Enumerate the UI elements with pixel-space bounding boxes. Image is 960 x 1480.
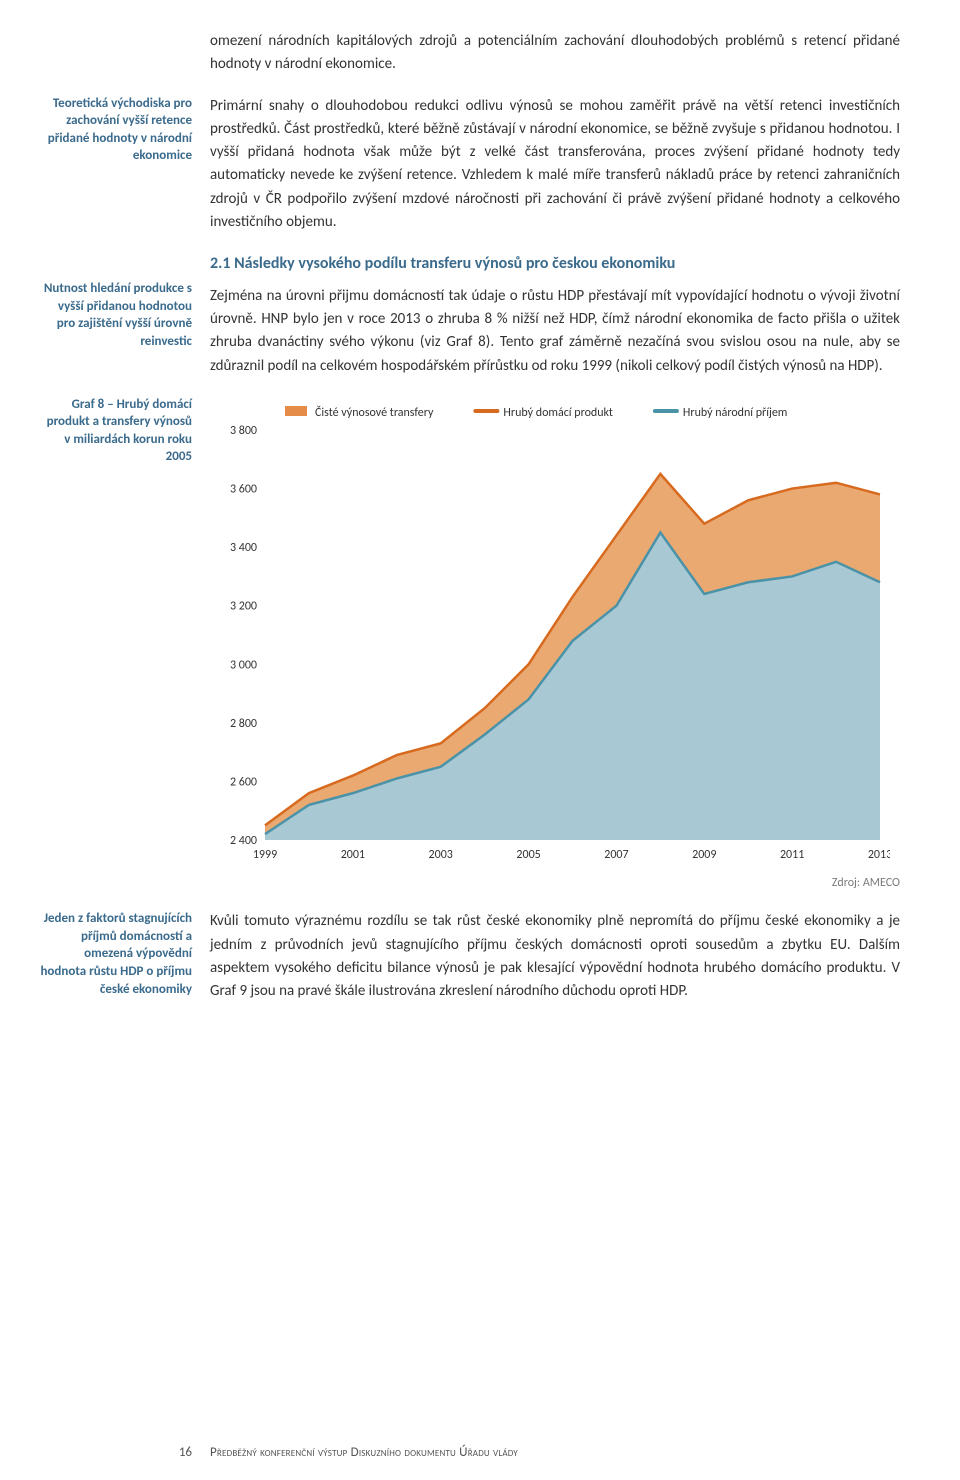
- paragraph-3: Kvůli tomuto výraznému rozdílu se tak rů…: [210, 910, 900, 1003]
- paragraph-2: Zejména na úrovni přijmu domácností tak …: [210, 285, 900, 378]
- svg-text:Čisté výnosové transfery: Čisté výnosové transfery: [315, 406, 434, 420]
- svg-text:2001: 2001: [341, 848, 365, 862]
- svg-text:3 200: 3 200: [230, 600, 257, 614]
- margin-note-2: Nutnost hledání produkce s vyšší přidano…: [40, 252, 210, 378]
- margin-note-3: Jeden z faktorů stagnujících příjmů domá…: [40, 910, 210, 1003]
- margin-note-1: Teoretická východiska pro zachování vyšš…: [40, 95, 210, 235]
- svg-text:2003: 2003: [429, 848, 453, 862]
- svg-text:3 800: 3 800: [230, 424, 257, 438]
- svg-text:1999: 1999: [253, 848, 277, 862]
- svg-text:Hrubý národní příjem: Hrubý národní příjem: [683, 406, 787, 420]
- chart-source: Zdroj: AMECO: [210, 874, 900, 893]
- section-title: 2.1 Následky vysokého podílu transferu v…: [210, 252, 900, 277]
- svg-text:Hrubý domácí produkt: Hrubý domácí produkt: [503, 406, 613, 420]
- gdp-transfers-chart: Čisté výnosové transfery Hrubý domácí pro…: [210, 400, 890, 870]
- svg-text:3 000: 3 000: [230, 658, 257, 672]
- svg-text:2011: 2011: [780, 848, 804, 862]
- svg-text:2007: 2007: [604, 848, 628, 862]
- svg-text:3 400: 3 400: [230, 541, 257, 555]
- svg-text:2 800: 2 800: [230, 717, 257, 731]
- svg-text:2005: 2005: [516, 848, 540, 862]
- svg-text:3 600: 3 600: [230, 482, 257, 496]
- intro-paragraph: omezení národních kapitálových zdrojů a …: [210, 30, 900, 77]
- svg-text:2009: 2009: [692, 848, 716, 862]
- svg-text:2 400: 2 400: [230, 834, 257, 848]
- chart-caption: Graf 8 – Hrubý domácí produkt a transfer…: [40, 396, 210, 893]
- page-number: 16: [40, 1445, 210, 1460]
- paragraph-1: Primární snahy o dlouhodobou redukci odl…: [210, 95, 900, 235]
- svg-text:2013: 2013: [868, 848, 890, 862]
- svg-text:2 600: 2 600: [230, 775, 257, 789]
- footer-doc-title: Předběžný konferenční výstup Diskuzního …: [210, 1445, 900, 1460]
